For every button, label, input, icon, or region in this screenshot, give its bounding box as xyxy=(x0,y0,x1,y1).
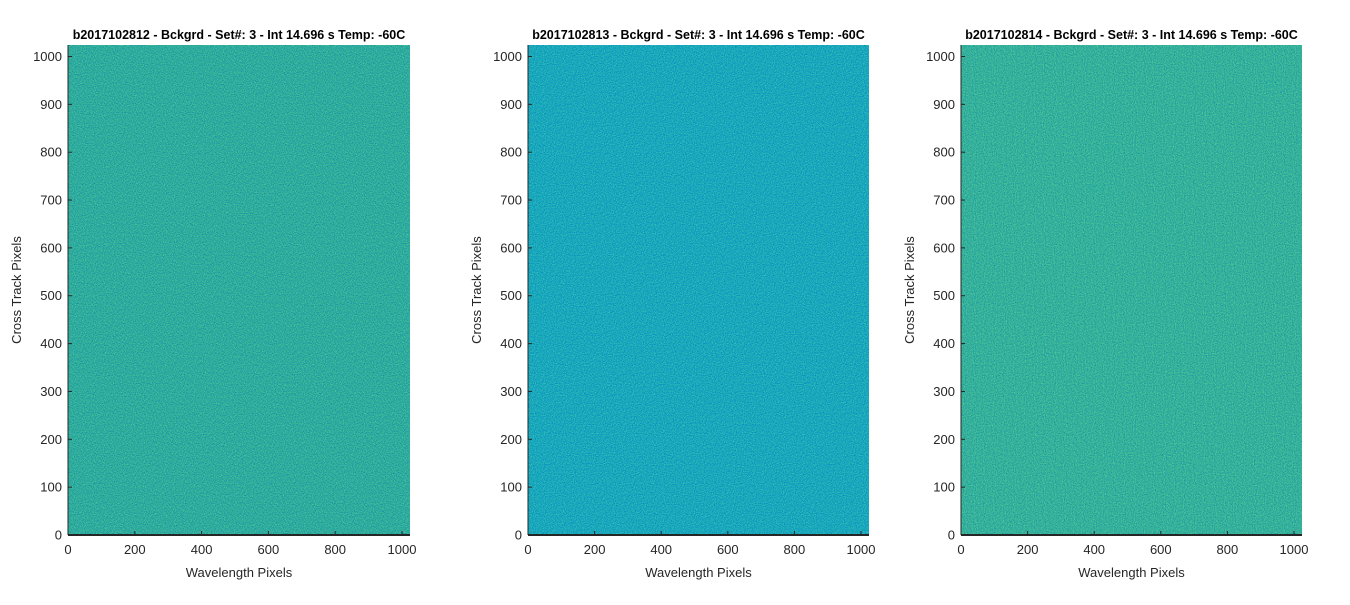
y-tick-label: 100 xyxy=(933,480,955,495)
heatmap-panel-1: b2017102812 - Bckgrd - Set#: 3 - Int 14.… xyxy=(9,28,416,580)
y-tick-label: 400 xyxy=(933,336,955,351)
y-tick-label: 500 xyxy=(933,288,955,303)
y-tick-label: 300 xyxy=(40,384,62,399)
y-tick-label: 0 xyxy=(515,528,522,543)
y-tick-label: 0 xyxy=(55,528,62,543)
y-axis-label: Cross Track Pixels xyxy=(469,236,484,344)
y-tick-label: 900 xyxy=(40,97,62,112)
x-tick-label: 800 xyxy=(784,542,806,557)
x-tick-labels: 0 200 400 600 800 1000 xyxy=(64,542,416,557)
y-tick-label: 0 xyxy=(948,528,955,543)
x-tick-label: 600 xyxy=(258,542,280,557)
x-axis-label: Wavelength Pixels xyxy=(645,565,752,580)
panel-title: b2017102814 - Bckgrd - Set#: 3 - Int 14.… xyxy=(965,28,1298,42)
y-tick-label: 1000 xyxy=(926,49,955,64)
y-tick-label: 500 xyxy=(500,288,522,303)
x-tick-label: 0 xyxy=(64,542,71,557)
y-tick-label: 400 xyxy=(40,336,62,351)
y-tick-labels: 0 100 200 300 400 500 600 700 800 900 1000 xyxy=(926,49,955,543)
y-tick-labels: 0 100 200 300 400 500 600 700 800 900 1000 xyxy=(33,49,62,543)
x-tick-label: 600 xyxy=(717,542,739,557)
heatmap-panel-2: b2017102813 - Bckgrd - Set#: 3 - Int 14.… xyxy=(469,28,875,580)
y-tick-label: 1000 xyxy=(33,49,62,64)
y-tick-label: 600 xyxy=(500,240,522,255)
x-tick-label: 600 xyxy=(1150,542,1172,557)
y-tick-label: 300 xyxy=(500,384,522,399)
x-axis-label: Wavelength Pixels xyxy=(1078,565,1185,580)
y-tick-label: 700 xyxy=(933,193,955,208)
axes xyxy=(67,45,410,536)
x-tick-label: 800 xyxy=(324,542,346,557)
y-tick-label: 200 xyxy=(933,432,955,447)
x-tick-label: 800 xyxy=(1217,542,1239,557)
x-tick-label: 200 xyxy=(584,542,606,557)
heatmap-image xyxy=(528,45,869,535)
heatmap-noise xyxy=(528,45,869,535)
y-tick-label: 700 xyxy=(500,193,522,208)
heatmap-noise xyxy=(961,45,1302,535)
y-tick-label: 200 xyxy=(40,432,62,447)
y-tick-label: 600 xyxy=(40,240,62,255)
y-tick-label: 600 xyxy=(933,240,955,255)
y-tick-label: 300 xyxy=(933,384,955,399)
y-tick-label: 500 xyxy=(40,288,62,303)
axes xyxy=(527,45,869,536)
x-tick-label: 400 xyxy=(1083,542,1105,557)
x-tick-label: 1000 xyxy=(1280,542,1309,557)
x-tick-label: 1000 xyxy=(847,542,876,557)
x-tick-label: 200 xyxy=(124,542,146,557)
x-tick-labels: 0 200 400 600 800 1000 xyxy=(957,542,1308,557)
heatmap-noise xyxy=(68,45,410,535)
y-tick-label: 800 xyxy=(933,145,955,160)
heatmap-image xyxy=(961,45,1302,535)
y-tick-label: 900 xyxy=(933,97,955,112)
y-tick-label: 400 xyxy=(500,336,522,351)
x-tick-label: 0 xyxy=(524,542,531,557)
y-tick-label: 900 xyxy=(500,97,522,112)
y-tick-label: 800 xyxy=(500,145,522,160)
y-tick-label: 100 xyxy=(40,480,62,495)
y-axis-label: Cross Track Pixels xyxy=(902,236,917,344)
panel-title: b2017102812 - Bckgrd - Set#: 3 - Int 14.… xyxy=(73,28,406,42)
y-tick-label: 800 xyxy=(40,145,62,160)
x-tick-label: 200 xyxy=(1017,542,1039,557)
heatmap-image xyxy=(68,45,410,535)
y-tick-label: 100 xyxy=(500,480,522,495)
y-tick-labels: 0 100 200 300 400 500 600 700 800 900 1000 xyxy=(493,49,522,543)
y-tick-label: 1000 xyxy=(493,49,522,64)
heatmap-panel-3: b2017102814 - Bckgrd - Set#: 3 - Int 14.… xyxy=(902,28,1308,580)
panel-title: b2017102813 - Bckgrd - Set#: 3 - Int 14.… xyxy=(532,28,865,42)
y-axis-label: Cross Track Pixels xyxy=(9,236,24,344)
y-tick-label: 200 xyxy=(500,432,522,447)
x-tick-label: 400 xyxy=(191,542,213,557)
x-tick-label: 0 xyxy=(957,542,964,557)
x-tick-label: 1000 xyxy=(388,542,417,557)
x-tick-labels: 0 200 400 600 800 1000 xyxy=(524,542,875,557)
axes xyxy=(960,45,1302,536)
x-tick-label: 400 xyxy=(650,542,672,557)
x-axis-label: Wavelength Pixels xyxy=(186,565,293,580)
y-tick-label: 700 xyxy=(40,193,62,208)
